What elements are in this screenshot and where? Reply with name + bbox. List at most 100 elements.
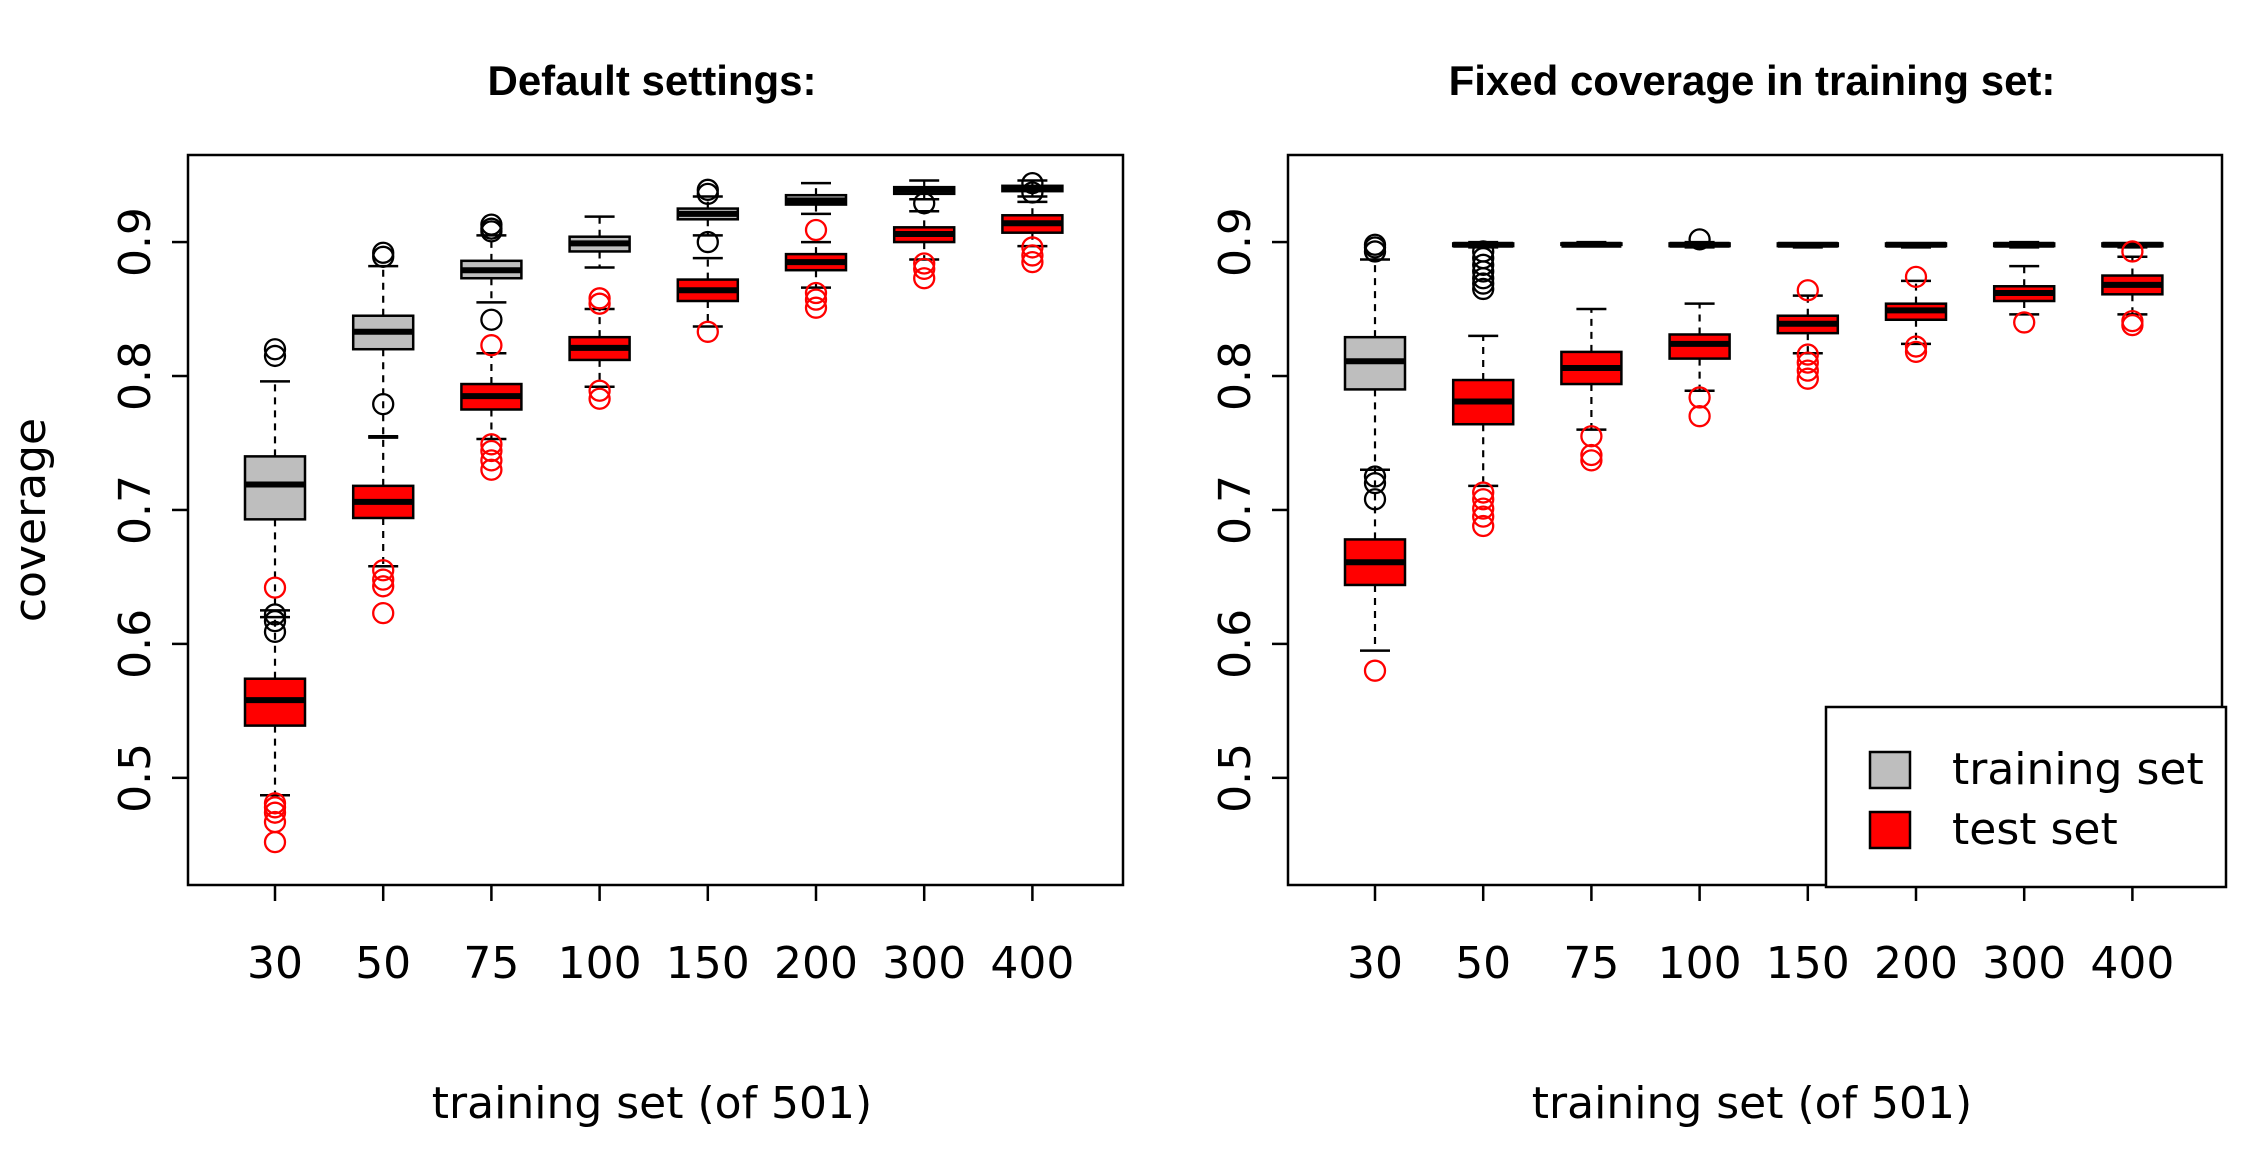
panel-title: Fixed coverage in training set: — [1449, 57, 2056, 104]
outlier-point — [263, 609, 287, 633]
plot-area: 0.5 0.6 0.7 0.8 0.9 30 50 75 100 150 200 300 400 — [1210, 153, 2224, 989]
outlier-point — [1580, 425, 1603, 448]
outlier-point — [804, 288, 828, 311]
x-tick-label: 75 — [463, 938, 519, 989]
outlier-point — [1472, 497, 1495, 520]
outlier-point — [1021, 244, 1044, 267]
outlier-point — [1472, 505, 1495, 528]
outlier-point — [480, 458, 503, 481]
box-training-set-200 — [784, 181, 848, 216]
outlier-point — [1021, 171, 1044, 195]
panel-default-settings: Default settings: training set (of 501) … — [5, 57, 1125, 1129]
outlier-point — [1688, 386, 1711, 409]
x-tick-label: 150 — [666, 938, 750, 989]
x-tick-label: 75 — [1563, 938, 1619, 989]
outlier-point — [480, 334, 503, 357]
outlier-point — [372, 568, 395, 591]
box-training-set-150 — [1776, 241, 1840, 249]
y-tick-label: 0.8 — [1210, 341, 1261, 411]
x-tick-label: 50 — [1455, 938, 1511, 989]
x-tick-label: 30 — [1347, 938, 1403, 989]
box-test-set-50 — [1451, 334, 1515, 538]
box-test-set-400 — [1001, 200, 1064, 274]
x-tick-label: 400 — [2090, 938, 2174, 989]
outlier-point — [1796, 279, 1819, 302]
x-axis-label: training set (of 501) — [432, 1078, 872, 1129]
outlier-point — [263, 338, 287, 361]
outlier-point — [804, 281, 828, 305]
box-test-set-30 — [243, 576, 307, 854]
box-test-set-75 — [460, 334, 523, 481]
outlier-point — [913, 257, 936, 281]
plot-frame — [1286, 153, 2224, 887]
outlier-point — [1796, 351, 1819, 374]
y-tick-label: 0.6 — [110, 609, 161, 679]
x-tick-label: 400 — [990, 938, 1074, 989]
panel-title: Default settings: — [487, 57, 816, 104]
y-tick-label: 0.7 — [1210, 475, 1261, 545]
outlier-point — [1580, 449, 1603, 472]
outlier-point — [588, 379, 611, 402]
outlier-point — [263, 830, 287, 854]
box-test-set-30 — [1343, 468, 1407, 682]
outlier-point — [2121, 313, 2144, 337]
box-test-set-300 — [1992, 264, 2056, 334]
outlier-point — [696, 320, 719, 343]
outlier-point — [1796, 367, 1819, 390]
y-tick-label: 0.5 — [110, 743, 161, 813]
box-test-set-200 — [784, 218, 848, 319]
plot-frame — [186, 153, 1125, 887]
outlier-point — [263, 576, 287, 599]
x-tick-label: 200 — [1874, 938, 1958, 989]
y-tick-label: 0.7 — [110, 475, 161, 545]
plot-area: 0.5 0.6 0.7 0.8 0.9 30 50 75 100 150 200 300 400 — [110, 153, 1125, 989]
legend: training set test set — [1824, 705, 2228, 889]
outlier-point — [1472, 272, 1495, 295]
box-training-set-200 — [1884, 241, 1948, 249]
box-test-set-300 — [892, 210, 956, 290]
box-test-set-400 — [2101, 240, 2164, 337]
outlier-point — [480, 433, 503, 456]
y-tick-label: 0.5 — [1210, 743, 1261, 813]
outlier-point — [1472, 514, 1495, 538]
box-test-set-50 — [351, 436, 415, 625]
outlier-point — [1904, 340, 1928, 364]
legend-swatch-training-set — [1868, 750, 1912, 790]
box-test-set-150 — [676, 256, 740, 343]
y-tick-label: 0.9 — [110, 207, 161, 277]
y-tick-label: 0.6 — [1210, 609, 1261, 679]
box-training-set-50 — [1451, 240, 1515, 301]
box-training-set-75 — [460, 213, 523, 331]
outlier-point — [1688, 228, 1711, 251]
outlier-point — [1472, 267, 1495, 290]
outlier-point — [263, 801, 287, 824]
box-iqr — [243, 455, 307, 521]
legend-swatch-test-set — [1868, 810, 1912, 850]
outlier-point — [1904, 335, 1928, 358]
outlier-point — [480, 217, 503, 240]
outlier-point — [1021, 236, 1044, 259]
outlier-point — [1021, 251, 1044, 274]
x-tick-label: 150 — [1766, 938, 1850, 989]
outlier-point — [1688, 405, 1711, 428]
outlier-point — [372, 392, 395, 416]
box-test-set-100 — [568, 287, 631, 410]
outlier-point — [2121, 240, 2144, 263]
outlier-point — [804, 296, 828, 319]
box-test-set-150 — [1776, 279, 1840, 390]
outlier-point — [696, 230, 719, 254]
x-tick-label: 50 — [355, 938, 411, 989]
x-tick-label: 200 — [774, 938, 858, 989]
outlier-point — [588, 287, 611, 310]
outlier-point — [263, 344, 287, 368]
x-tick-label: 300 — [882, 938, 966, 989]
x-tick-label: 100 — [558, 938, 642, 989]
outlier-point — [1796, 343, 1819, 366]
outlier-point — [1472, 488, 1495, 511]
box-training-set-100 — [568, 215, 631, 269]
outlier-point — [263, 796, 287, 819]
box-training-set-300 — [892, 179, 956, 215]
outlier-point — [372, 575, 395, 598]
box-training-set-150 — [676, 178, 740, 254]
outlier-point — [372, 601, 395, 625]
